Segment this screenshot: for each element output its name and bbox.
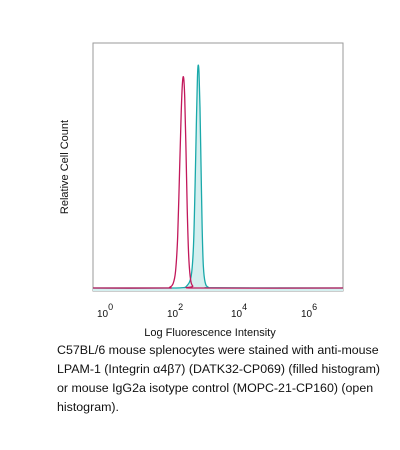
y-axis-label: Relative Cell Count [59, 120, 71, 214]
x-tick-label-3: 106 [301, 302, 317, 320]
filled-histogram-area [93, 65, 343, 291]
x-tick-label-1: 102 [167, 302, 183, 320]
x-axis-label: Log Fluorescence Intensity [144, 327, 276, 339]
filled-histogram-outline [92, 64, 344, 289]
x-tick-label-2: 104 [231, 302, 247, 320]
open-histogram-outline [92, 75, 344, 289]
plot-frame [92, 42, 344, 292]
x-axis-ticks: 100 102 104 106 [97, 302, 317, 320]
histogram-chart: 100 102 104 106 Log Fluorescence Intensi… [59, 42, 344, 339]
figure-caption: C57BL/6 mouse splenocytes were stained w… [57, 343, 381, 414]
x-tick-label-0: 100 [97, 302, 113, 320]
